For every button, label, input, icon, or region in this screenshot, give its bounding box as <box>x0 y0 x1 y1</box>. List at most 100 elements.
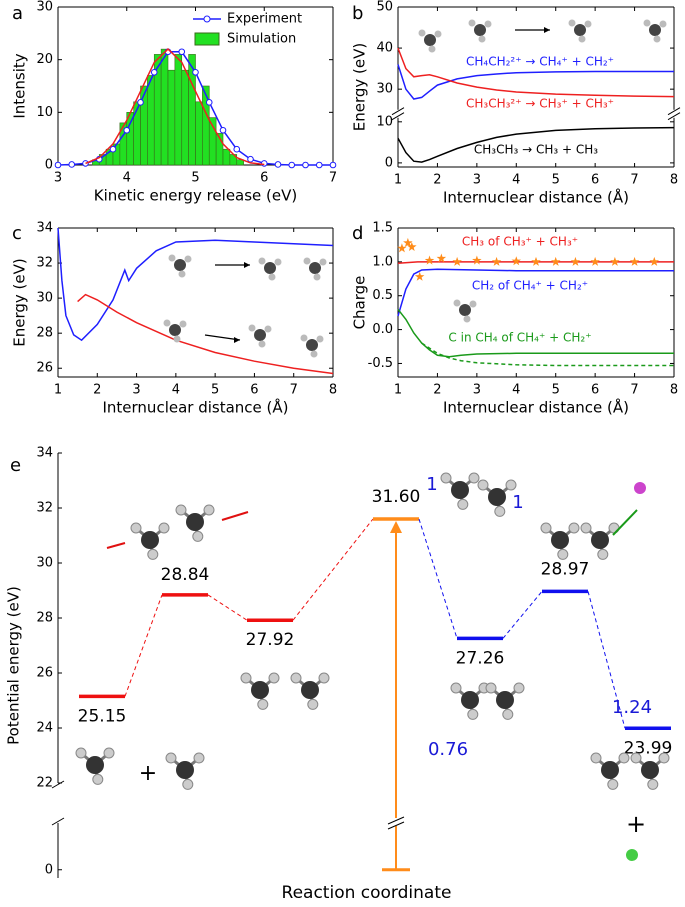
x-tick-label: 3 <box>473 383 481 398</box>
molecule-h <box>258 257 266 265</box>
y-tick-label: 24 <box>36 721 53 736</box>
hydrogen <box>513 682 525 694</box>
molecule-h <box>168 254 176 262</box>
carbon <box>641 761 659 779</box>
x-tick-label: 1 <box>394 173 402 188</box>
panel-label: a <box>12 3 23 24</box>
molecule-h <box>319 258 327 266</box>
x-tick-label: 2 <box>93 383 101 398</box>
x-tick-label: 8 <box>670 173 678 188</box>
histogram-bar <box>140 85 148 166</box>
series-label: CH₃CH₃²⁺ → CH₃⁺ + CH₃⁺ <box>466 97 614 111</box>
panel-label: c <box>12 223 22 244</box>
annotation: 1 <box>426 474 437 495</box>
y-tick-label: 30 <box>36 0 53 15</box>
hydrogen <box>658 752 670 764</box>
hydrogen <box>618 752 630 764</box>
star-point <box>397 243 407 253</box>
series-label: CH₄CH₂²⁺ → CH₄⁺ + CH₂⁺ <box>466 55 614 69</box>
molecule <box>174 259 186 271</box>
star-point <box>531 256 541 266</box>
data-point <box>288 161 296 169</box>
x-tick-label: 7 <box>630 173 638 188</box>
series-line <box>397 308 674 358</box>
level-label: 28.97 <box>541 559 590 579</box>
star-point <box>452 256 462 266</box>
molecule-h <box>300 334 308 342</box>
data-point <box>82 160 89 167</box>
arrow-break-gap <box>388 818 404 826</box>
star-point <box>629 256 640 266</box>
molecule-h <box>578 35 586 43</box>
carbon <box>488 488 506 506</box>
molecule-h <box>268 273 276 281</box>
level-connector <box>124 594 163 697</box>
molecule-h <box>184 255 192 263</box>
molecule <box>574 24 586 36</box>
x-tick-label: 2 <box>433 383 441 398</box>
star-point <box>649 256 659 266</box>
x-tick-label: 3 <box>132 383 140 398</box>
arrow-head <box>390 521 402 533</box>
legend-swatch <box>194 32 220 46</box>
hydrogen <box>502 708 514 720</box>
series-line <box>397 47 675 98</box>
series-line <box>397 268 674 317</box>
data-point <box>150 69 158 76</box>
panel-label: e <box>10 455 21 476</box>
molecule-h <box>468 19 476 27</box>
carbon <box>496 691 514 709</box>
hydrogen <box>158 522 170 534</box>
y-tick-label: 0 <box>385 155 393 170</box>
x-tick-label: 4 <box>512 383 520 398</box>
axis-break <box>667 112 681 121</box>
level-connector <box>418 518 458 639</box>
data-point <box>178 48 186 56</box>
histogram-bar <box>195 101 203 166</box>
reaction-arrow-head <box>544 27 550 33</box>
x-tick-label: 8 <box>329 383 337 398</box>
data-point <box>219 126 227 134</box>
x-tick-label: 7 <box>329 171 337 186</box>
x-axis-label: Internuclear distance (Å) <box>443 398 629 417</box>
histogram-bar <box>147 75 155 166</box>
level-label: 27.26 <box>456 648 505 668</box>
hydrogen <box>175 504 187 516</box>
x-tick-label: 4 <box>512 173 520 188</box>
y-tick-label: 0 <box>45 862 53 877</box>
hydrogen <box>268 672 280 684</box>
y-tick-label: 26 <box>36 666 53 681</box>
legend-marker <box>203 15 211 23</box>
hydrogen <box>505 479 517 491</box>
data-point <box>109 145 117 153</box>
level-connector <box>502 591 543 639</box>
data-point <box>137 99 144 106</box>
molecule-h <box>568 19 576 27</box>
data-point <box>329 161 337 169</box>
hydrogen <box>647 778 659 790</box>
annotation: 1 <box>512 492 523 513</box>
x-tick-label: 5 <box>552 173 560 188</box>
star-point <box>551 256 561 266</box>
molecule-h <box>418 29 426 37</box>
y-tick-label: 32 <box>36 501 53 516</box>
molecule-h <box>453 299 461 307</box>
panel-label: b <box>352 3 363 24</box>
y-tick-label: 26 <box>36 361 53 376</box>
star-point <box>491 256 502 266</box>
x-tick-label: 5 <box>211 383 219 398</box>
y-tick-label: 30 <box>36 291 53 306</box>
histogram-bar <box>202 85 210 166</box>
y-tick-label: 40 <box>376 41 393 56</box>
molecule-h <box>264 325 272 333</box>
carbon <box>251 681 269 699</box>
y-tick-label: 1.5 <box>372 221 393 236</box>
data-point <box>123 126 131 134</box>
hydrogen <box>193 752 205 764</box>
data-point <box>192 69 199 76</box>
axis-break <box>387 821 405 830</box>
annotation: + <box>626 810 646 838</box>
legend-label: Simulation <box>227 32 296 47</box>
hydrogen <box>467 708 479 720</box>
x-tick-label: 4 <box>172 383 180 398</box>
